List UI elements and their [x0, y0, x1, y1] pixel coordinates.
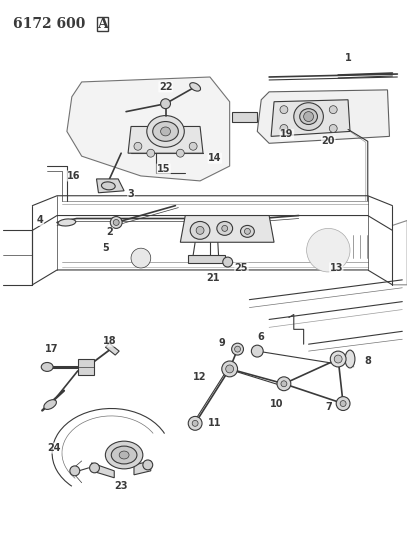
Text: 20: 20: [321, 136, 334, 147]
Circle shape: [189, 142, 197, 150]
Circle shape: [333, 355, 341, 363]
Circle shape: [306, 229, 349, 272]
Ellipse shape: [216, 222, 232, 236]
Circle shape: [90, 463, 99, 473]
Circle shape: [225, 365, 233, 373]
Text: 24: 24: [47, 443, 61, 453]
Polygon shape: [270, 100, 349, 136]
Ellipse shape: [119, 451, 129, 459]
Circle shape: [146, 149, 154, 157]
Ellipse shape: [44, 400, 56, 409]
Polygon shape: [180, 215, 273, 243]
Ellipse shape: [189, 83, 200, 91]
Polygon shape: [67, 77, 229, 181]
Circle shape: [279, 125, 287, 132]
Circle shape: [303, 111, 313, 122]
Circle shape: [113, 220, 119, 225]
Ellipse shape: [190, 222, 209, 239]
Text: 6: 6: [257, 332, 264, 342]
Text: 18: 18: [102, 336, 116, 346]
Text: 7: 7: [324, 401, 331, 411]
Circle shape: [330, 351, 345, 367]
Text: 1: 1: [344, 53, 351, 63]
Ellipse shape: [105, 441, 142, 469]
Ellipse shape: [146, 116, 184, 147]
Circle shape: [280, 381, 286, 387]
Text: 2: 2: [106, 228, 112, 237]
Circle shape: [131, 248, 151, 268]
Polygon shape: [134, 461, 151, 475]
Circle shape: [328, 125, 336, 132]
Text: 13: 13: [329, 263, 342, 273]
Text: 10: 10: [270, 399, 283, 409]
Circle shape: [328, 106, 336, 114]
Circle shape: [234, 346, 240, 352]
Polygon shape: [231, 111, 257, 122]
Text: 9: 9: [218, 338, 225, 348]
Polygon shape: [78, 359, 93, 375]
Circle shape: [276, 377, 290, 391]
Text: 25: 25: [234, 263, 247, 273]
Text: 8: 8: [364, 356, 370, 366]
Text: 17: 17: [45, 344, 59, 354]
Circle shape: [192, 421, 198, 426]
Text: 12: 12: [193, 372, 206, 382]
Ellipse shape: [111, 446, 137, 464]
Circle shape: [222, 257, 232, 267]
Ellipse shape: [101, 182, 115, 190]
Polygon shape: [188, 255, 224, 263]
Circle shape: [196, 227, 204, 235]
Circle shape: [244, 229, 250, 235]
Text: 4: 4: [37, 215, 43, 225]
Circle shape: [231, 343, 243, 355]
Text: 22: 22: [158, 82, 172, 92]
Text: A: A: [97, 17, 108, 30]
Text: 21: 21: [206, 273, 219, 283]
Polygon shape: [96, 179, 124, 193]
Ellipse shape: [41, 362, 53, 372]
Ellipse shape: [58, 219, 76, 226]
Polygon shape: [257, 90, 389, 143]
Circle shape: [176, 149, 184, 157]
Ellipse shape: [152, 122, 178, 141]
Text: 19: 19: [279, 130, 293, 140]
Text: 23: 23: [114, 481, 128, 491]
Circle shape: [70, 466, 79, 476]
Circle shape: [279, 106, 287, 114]
Ellipse shape: [160, 127, 170, 136]
Circle shape: [188, 416, 202, 430]
Text: 11: 11: [208, 418, 221, 429]
Circle shape: [142, 460, 152, 470]
Polygon shape: [91, 463, 114, 478]
Circle shape: [221, 361, 237, 377]
Ellipse shape: [293, 103, 323, 131]
Text: 15: 15: [156, 164, 170, 174]
Text: 5: 5: [102, 243, 108, 253]
Circle shape: [335, 397, 349, 410]
Text: 14: 14: [208, 153, 221, 163]
Circle shape: [110, 216, 122, 229]
Circle shape: [221, 225, 227, 231]
Circle shape: [339, 401, 345, 407]
Ellipse shape: [240, 225, 254, 237]
Circle shape: [251, 345, 263, 357]
Polygon shape: [128, 126, 202, 153]
Text: 16: 16: [67, 171, 80, 181]
Circle shape: [134, 142, 142, 150]
Text: 3: 3: [127, 189, 134, 199]
Polygon shape: [105, 343, 119, 355]
Text: 6172 600: 6172 600: [13, 17, 90, 30]
Circle shape: [160, 99, 170, 109]
Ellipse shape: [299, 109, 317, 125]
Ellipse shape: [344, 350, 354, 368]
